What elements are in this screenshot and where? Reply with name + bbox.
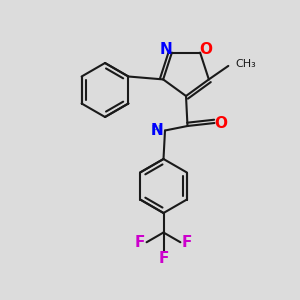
Text: CH₃: CH₃ [235, 58, 256, 68]
Text: H: H [151, 124, 161, 137]
Text: F: F [158, 251, 169, 266]
Text: O: O [214, 116, 228, 130]
Text: N: N [151, 123, 164, 138]
Text: F: F [135, 235, 145, 250]
Text: F: F [182, 235, 192, 250]
Text: O: O [199, 42, 212, 57]
Text: N: N [160, 42, 173, 57]
